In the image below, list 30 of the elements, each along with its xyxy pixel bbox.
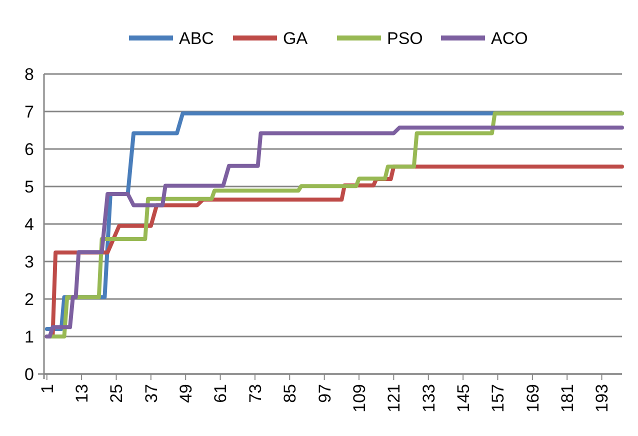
x-tick-label: 133 <box>419 384 438 412</box>
y-tick-label: 8 <box>24 64 34 84</box>
legend-label: PSO <box>387 28 423 48</box>
y-tick-label: 7 <box>24 102 34 122</box>
x-tick-label: 157 <box>488 384 508 412</box>
x-tick-label: 61 <box>211 384 230 403</box>
y-tick-label: 6 <box>24 140 34 159</box>
legend-label: GA <box>283 28 308 48</box>
x-tick-label: 193 <box>592 384 612 412</box>
x-tick-label: 1 <box>38 384 57 394</box>
legend-label: ABC <box>179 28 214 48</box>
x-tick-label: 109 <box>350 384 369 412</box>
x-tick-label: 85 <box>280 384 300 403</box>
y-tick-label: 1 <box>24 327 34 346</box>
x-tick-label: 181 <box>558 384 578 412</box>
x-tick-label: 49 <box>176 384 196 403</box>
x-tick-label: 73 <box>246 384 265 403</box>
x-tick-label: 97 <box>315 384 334 403</box>
y-tick-label: 0 <box>24 364 34 384</box>
y-tick-label: 4 <box>24 214 34 234</box>
x-tick-label: 25 <box>107 384 126 403</box>
y-tick-label: 5 <box>24 177 34 196</box>
x-tick-label: 169 <box>523 384 542 412</box>
x-tick-label: 145 <box>454 384 473 412</box>
x-tick-label: 37 <box>142 384 161 403</box>
x-tick-label: 121 <box>384 384 404 412</box>
x-tick-label: 13 <box>72 384 92 403</box>
legend-label: ACO <box>491 28 528 48</box>
y-tick-label: 2 <box>24 290 34 309</box>
y-tick-label: 3 <box>24 252 34 272</box>
